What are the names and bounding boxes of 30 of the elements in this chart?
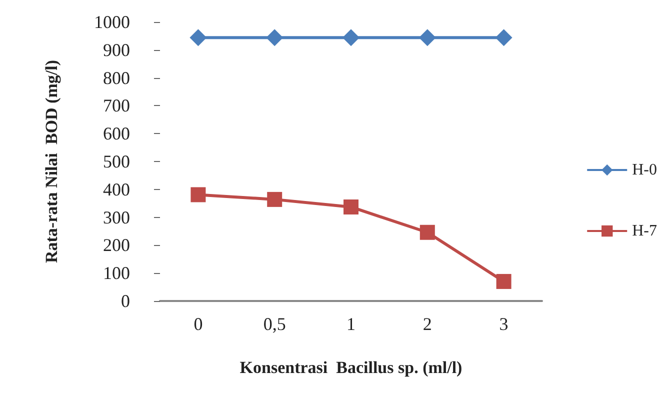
point	[495, 29, 512, 46]
y-tick-label: 200	[103, 235, 130, 256]
y-tick-label: 700	[103, 96, 130, 116]
y-tick-label: 400	[103, 179, 130, 200]
y-tick-label: 800	[103, 68, 130, 88]
point	[420, 224, 435, 240]
y-axis-title: Rata-rata Nilai BOD (mg/l)	[42, 60, 61, 264]
x-tick-label: 2	[422, 314, 432, 334]
point	[496, 274, 512, 289]
x-tick-label: 0,5	[263, 314, 286, 334]
point	[266, 29, 284, 46]
point	[267, 192, 282, 207]
y-tick-label: 600	[103, 124, 130, 144]
legend-label: H-0	[632, 162, 658, 178]
y-tick-label: 300	[103, 207, 130, 228]
x-axis-title: Konsentrasi Bacillus sp. (ml/l)	[240, 358, 462, 377]
y-tick-label: 1000	[94, 12, 130, 32]
y-tick-label: 500	[103, 152, 130, 172]
y-tick-label: 0	[121, 291, 130, 311]
x-tick-label: 1	[346, 314, 356, 334]
point	[418, 29, 436, 46]
point	[342, 29, 360, 46]
point	[190, 29, 207, 46]
legend-label: H-7	[632, 222, 658, 240]
y-tick-label: 900	[103, 40, 130, 60]
x-tick-label: 3	[499, 314, 508, 334]
point	[344, 199, 358, 214]
point	[190, 187, 206, 202]
x-tick-label: 0	[194, 314, 203, 334]
y-tick-label: 100	[103, 263, 130, 284]
